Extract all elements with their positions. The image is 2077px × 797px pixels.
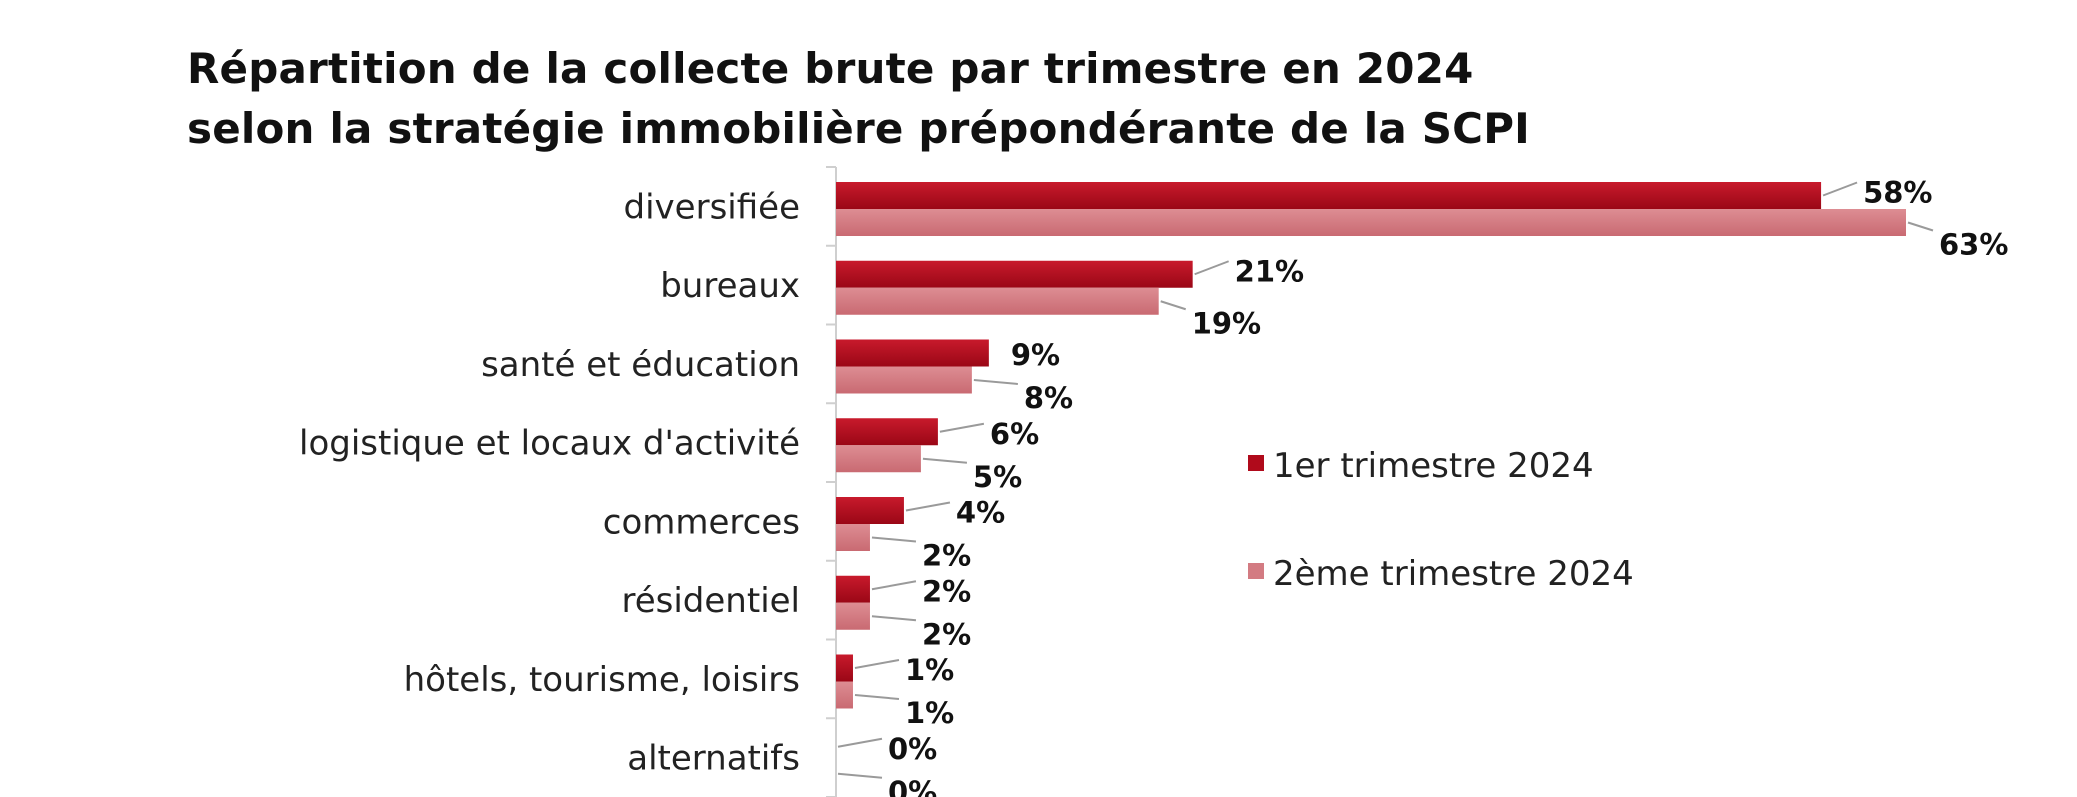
data-label-series-1: 4% [956, 496, 1005, 530]
category-label: alternatifs [627, 739, 800, 779]
leader-line [854, 694, 900, 700]
leader-line [871, 580, 917, 591]
bar-series-2 [836, 445, 921, 473]
leader-line [1194, 260, 1230, 276]
bar-series-2 [836, 366, 972, 394]
data-label-series-1: 9% [1011, 338, 1060, 372]
data-label-series-2: 2% [922, 617, 971, 651]
leader-line [837, 772, 883, 779]
category-label: diversifiée [624, 187, 800, 227]
legend-swatch-series-2 [1248, 563, 1264, 579]
chart-title-line-2: selon la stratégie immobilière prépondér… [187, 104, 1531, 153]
leader-line [973, 379, 1018, 385]
data-label-series-2: 19% [1192, 306, 1261, 340]
data-label-series-2: 0% [888, 775, 937, 797]
bar-series-2 [836, 287, 1159, 315]
bar-series-1 [836, 260, 1193, 288]
bar-series-1 [836, 182, 1822, 209]
data-label-series-1: 6% [990, 417, 1039, 451]
category-label: bureaux [660, 266, 800, 306]
leader-line [837, 737, 883, 748]
leader-line [1160, 300, 1187, 311]
data-label-series-2: 1% [905, 696, 954, 730]
legend-label-series-2: 2ème trimestre 2024 [1273, 554, 1634, 594]
data-label-series-2: 63% [1939, 228, 2008, 262]
bar-series-1 [836, 418, 938, 446]
leader-line [905, 501, 951, 512]
chart-title-line-1: Répartition de la collecte brute par tri… [187, 44, 1474, 93]
legend-swatch-series-1 [1248, 455, 1264, 471]
category-label: logistique et locaux d'activité [299, 424, 800, 464]
bar-series-2 [836, 524, 870, 551]
category-label: santé et éducation [481, 345, 800, 385]
leader-line [1822, 181, 1858, 197]
leader-line [871, 536, 917, 543]
category-label: commerces [603, 502, 800, 542]
bar-series-1 [836, 497, 904, 524]
leader-line [854, 659, 900, 669]
category-label: résidentiel [622, 581, 801, 621]
leader-line [939, 422, 985, 433]
bar-series-1 [836, 654, 853, 682]
leader-line [871, 615, 917, 622]
data-label-series-1: 21% [1235, 254, 1304, 288]
leader-line [922, 457, 968, 464]
data-label-series-2: 5% [973, 460, 1022, 494]
leader-line [1907, 221, 1934, 232]
bar-series-2 [836, 681, 853, 709]
bar-series-1 [836, 575, 870, 603]
data-label-series-1: 2% [922, 574, 971, 608]
data-label-series-2: 8% [1024, 381, 1073, 415]
bar-series-2 [836, 602, 870, 630]
bar-series-1 [836, 339, 989, 367]
legend-label-series-1: 1er trimestre 2024 [1273, 446, 1594, 486]
bar-series-2 [836, 209, 1906, 236]
category-label: hôtels, tourisme, loisirs [404, 660, 800, 700]
data-label-series-1: 58% [1863, 176, 1932, 210]
data-label-series-2: 2% [922, 539, 971, 573]
data-label-series-1: 0% [888, 732, 937, 766]
data-label-series-1: 1% [905, 653, 954, 687]
